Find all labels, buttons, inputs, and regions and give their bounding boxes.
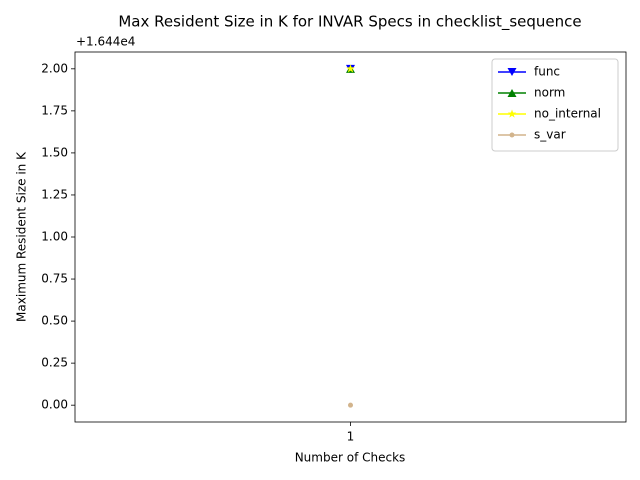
y-offset-label: +1.644e4 — [76, 35, 135, 49]
point — [346, 64, 355, 73]
y-tick-label: 2.00 — [41, 61, 68, 75]
y-tick-label: 0.50 — [41, 314, 68, 328]
x-tick-label: 1 — [347, 430, 355, 444]
y-tick-label: 0.75 — [41, 272, 68, 286]
legend-label: func — [534, 65, 560, 79]
y-tick-label: 1.50 — [41, 145, 68, 159]
legend-box — [491, 58, 619, 152]
legend-marker — [507, 68, 517, 76]
legend-marker — [507, 109, 517, 118]
legend-label: norm — [534, 86, 565, 100]
legend-label: s_var — [534, 128, 566, 142]
point — [348, 402, 353, 408]
legend-marker — [509, 132, 515, 138]
y-tick-label: 0.25 — [41, 356, 68, 370]
legend-label: no_internal — [534, 107, 601, 121]
x-axis-label: Number of Checks — [295, 451, 406, 465]
y-tick-label: 1.75 — [41, 103, 68, 117]
legend-marker — [507, 89, 517, 97]
y-tick-label: 1.00 — [41, 230, 68, 244]
y-tick-label: 1.25 — [41, 187, 68, 201]
y-tick-label: 0.00 — [41, 398, 68, 412]
y-axis-label: Maximum Resident Size in K — [15, 151, 29, 322]
chart-title: Max Resident Size in K for INVAR Specs i… — [118, 13, 581, 32]
